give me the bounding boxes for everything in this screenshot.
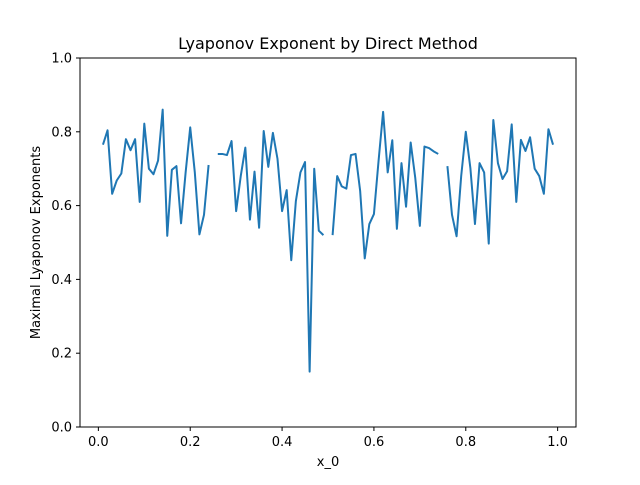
series-line-segment — [217, 130, 325, 373]
x-tick-label: 0.0 — [88, 435, 109, 450]
x-axis-label: x_0 — [317, 455, 339, 470]
x-tick-label: 0.8 — [455, 435, 476, 450]
x-tick-label: 0.6 — [364, 435, 385, 450]
y-tick-label: 0.2 — [51, 347, 72, 362]
y-tick-label: 0.0 — [51, 421, 72, 436]
x-tick-label: 0.4 — [272, 435, 293, 450]
y-axis-label: Maximal Lyaponov Exponents — [29, 146, 44, 339]
series-line-segment — [446, 118, 554, 245]
series-line-segment — [331, 110, 439, 260]
y-tick-label: 0.8 — [51, 125, 72, 140]
plot-layer — [102, 108, 554, 373]
axes-frame — [79, 57, 577, 428]
chart-title: Lyaponov Exponent by Direct Method — [178, 34, 478, 53]
x-tick-label: 1.0 — [547, 435, 568, 450]
y-tick-label: 0.4 — [51, 273, 72, 288]
axis-layer: 0.0 0.2 0.4 0.6 0.8 1.0 0.0 0.2 0.4 0.6 0.8 1.0 — [51, 52, 568, 451]
y-tick-label: 1.0 — [51, 52, 72, 67]
series-line-segment — [102, 108, 210, 237]
x-tick-label: 0.2 — [180, 435, 201, 450]
y-tick-label: 0.6 — [51, 199, 72, 214]
